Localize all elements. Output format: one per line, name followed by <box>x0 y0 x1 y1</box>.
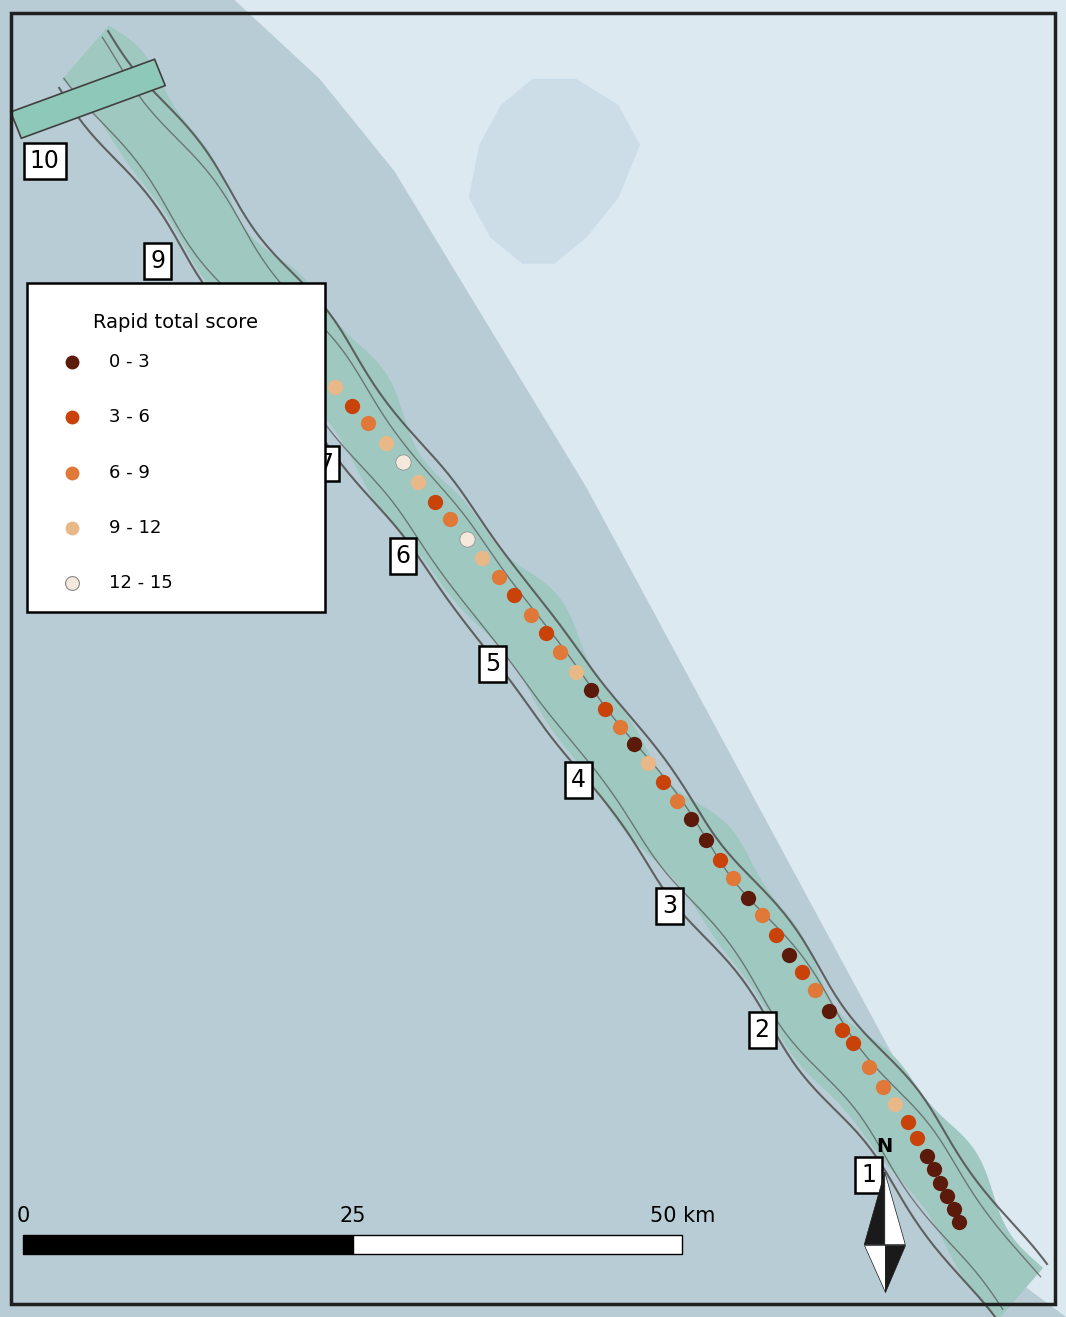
Text: 10: 10 <box>30 149 60 173</box>
Polygon shape <box>885 1172 905 1245</box>
FancyBboxPatch shape <box>27 283 325 612</box>
Text: 12 - 15: 12 - 15 <box>109 574 173 593</box>
Text: 1: 1 <box>861 1163 876 1187</box>
Text: 4: 4 <box>571 768 586 792</box>
Polygon shape <box>885 1245 905 1292</box>
Text: 0: 0 <box>17 1206 30 1226</box>
Text: 5: 5 <box>485 652 500 676</box>
Polygon shape <box>235 0 1066 1317</box>
Polygon shape <box>865 1172 885 1245</box>
Text: 3: 3 <box>662 894 677 918</box>
Text: 50 km: 50 km <box>649 1206 715 1226</box>
Text: 6: 6 <box>395 544 410 568</box>
Text: 3 - 6: 3 - 6 <box>109 408 149 427</box>
Text: 9 - 12: 9 - 12 <box>109 519 161 537</box>
Text: 9: 9 <box>150 249 165 273</box>
Text: N: N <box>876 1138 893 1156</box>
Text: 0 - 3: 0 - 3 <box>109 353 149 371</box>
Text: 8: 8 <box>243 360 258 383</box>
Text: Rapid total score: Rapid total score <box>94 313 258 332</box>
Bar <box>23 1235 353 1254</box>
Text: 6 - 9: 6 - 9 <box>109 464 149 482</box>
Text: 7: 7 <box>318 452 333 475</box>
Polygon shape <box>865 1245 885 1292</box>
Polygon shape <box>11 59 165 138</box>
Polygon shape <box>469 79 640 263</box>
Text: 2: 2 <box>755 1018 770 1042</box>
Bar <box>353 1235 682 1254</box>
Text: 25: 25 <box>340 1206 366 1226</box>
Polygon shape <box>62 25 1043 1317</box>
